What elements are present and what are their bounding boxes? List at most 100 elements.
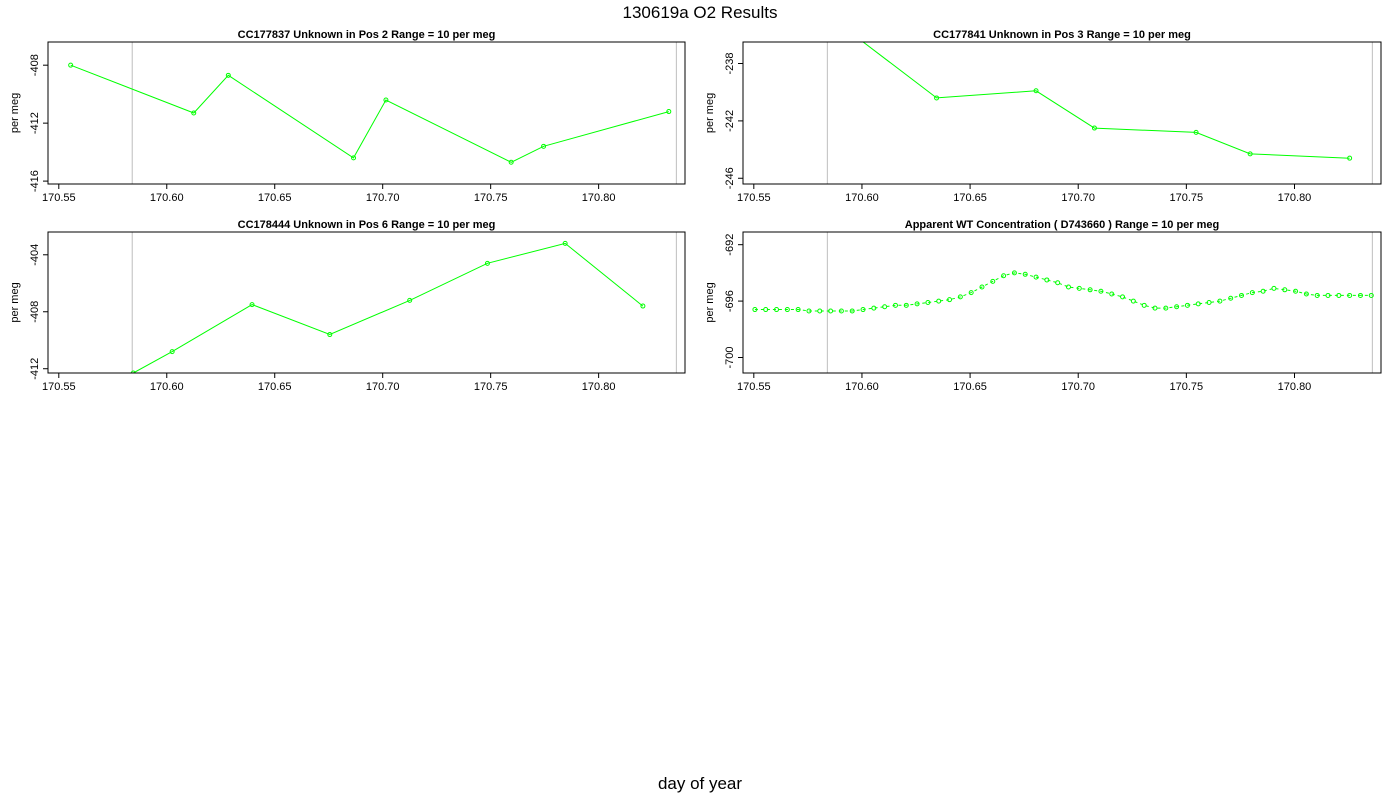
data-point <box>1347 155 1353 161</box>
x-tick-label: 170.70 <box>366 381 400 393</box>
data-point <box>1055 280 1061 286</box>
data-point <box>407 297 413 303</box>
data-point <box>892 302 898 308</box>
data-point <box>1303 291 1309 297</box>
y-tick-label: -696 <box>724 290 736 312</box>
panel-title: CC177841 Unknown in Pos 3 Range = 10 per… <box>933 29 1191 41</box>
plot-frame <box>742 41 1382 185</box>
data-point <box>806 308 812 314</box>
chart-panel-pos3: CC177841 Unknown in Pos 3 Range = 10 per… <box>704 29 1382 204</box>
data-point <box>1293 288 1299 294</box>
data-point <box>1076 285 1082 291</box>
data-point <box>968 290 974 296</box>
y-axis-label: per meg <box>9 93 21 133</box>
data-point <box>860 307 866 313</box>
data-point <box>351 155 357 161</box>
data-point <box>1044 277 1050 283</box>
y-tick-label: -404 <box>29 244 41 266</box>
data-point <box>1033 274 1039 280</box>
data-point <box>1193 129 1199 135</box>
x-tick-label: 170.80 <box>582 381 616 393</box>
y-tick-label: -416 <box>29 170 41 192</box>
panel-title: CC177837 Unknown in Pos 2 Range = 10 per… <box>238 29 496 41</box>
page-title: 130619a O2 Results <box>622 3 778 22</box>
y-axis-label: per meg <box>704 282 716 322</box>
series-line <box>862 42 1350 159</box>
series-group <box>130 240 646 373</box>
data-point <box>1174 304 1180 310</box>
x-tick-label: 170.55 <box>42 381 76 393</box>
x-tick-label: 170.55 <box>737 192 771 204</box>
y-axis-label: per meg <box>9 282 21 322</box>
data-point <box>169 349 175 355</box>
data-point <box>934 95 940 101</box>
data-point <box>1152 305 1158 311</box>
data-point <box>640 303 646 309</box>
data-point <box>763 307 769 313</box>
y-tick-label: -408 <box>29 301 41 323</box>
y-tick-label: -242 <box>724 110 736 132</box>
data-point <box>1314 292 1320 298</box>
data-point <box>1109 291 1115 297</box>
data-point <box>249 302 255 308</box>
data-point <box>68 62 74 68</box>
data-point <box>828 308 834 314</box>
x-tick-label: 170.70 <box>1061 192 1095 204</box>
series-line <box>70 64 669 163</box>
panel-title: CC178444 Unknown in Pos 6 Range = 10 per… <box>238 219 496 231</box>
data-point <box>327 332 333 338</box>
plot-frame <box>47 231 686 374</box>
x-tick-label: 170.65 <box>953 192 987 204</box>
series-line <box>133 242 644 373</box>
y-axis-label: per meg <box>704 93 716 133</box>
data-point <box>817 308 823 314</box>
panel-title: Apparent WT Concentration ( D743660 ) Ra… <box>905 219 1220 231</box>
data-point <box>752 307 758 313</box>
x-tick-label: 170.80 <box>582 192 616 204</box>
data-point <box>849 308 855 314</box>
series-group <box>862 42 1353 161</box>
data-point <box>1163 305 1169 311</box>
series-group <box>68 62 672 165</box>
data-point <box>1033 88 1039 94</box>
data-point <box>508 159 514 165</box>
y-tick-label: -408 <box>29 54 41 76</box>
data-point <box>1206 300 1212 305</box>
data-point <box>882 304 888 310</box>
chart-panel-pos2: CC177837 Unknown in Pos 2 Range = 10 per… <box>9 29 686 204</box>
x-axis-label: day of year <box>657 774 743 793</box>
x-tick-label: 170.75 <box>474 381 508 393</box>
data-point <box>1130 298 1136 304</box>
data-point <box>1239 292 1245 298</box>
data-point <box>1091 125 1097 131</box>
plot-frame <box>742 231 1382 374</box>
data-point <box>541 143 547 149</box>
data-point <box>1347 292 1353 298</box>
data-point <box>1249 290 1255 296</box>
y-tick-label: -246 <box>724 167 736 189</box>
data-point <box>914 301 920 307</box>
x-tick-label: 170.75 <box>1170 192 1204 204</box>
x-tick-label: 170.60 <box>150 381 184 393</box>
x-tick-label: 170.70 <box>366 192 400 204</box>
data-point <box>1325 292 1331 298</box>
data-point <box>1001 273 1007 279</box>
data-point <box>936 298 942 304</box>
x-tick-label: 170.75 <box>474 192 508 204</box>
x-tick-label: 170.80 <box>1278 381 1312 393</box>
series-group <box>752 270 1374 314</box>
x-tick-label: 170.80 <box>1278 192 1312 204</box>
data-point <box>666 109 672 115</box>
data-point <box>484 260 490 266</box>
y-tick-label: -412 <box>29 358 41 380</box>
y-tick-label: -700 <box>724 346 736 368</box>
data-point <box>1368 292 1374 298</box>
data-point <box>957 294 963 300</box>
x-tick-label: 170.65 <box>953 381 987 393</box>
data-point <box>130 370 136 373</box>
data-point <box>1141 302 1147 308</box>
data-point <box>1120 294 1126 300</box>
data-point <box>1195 301 1201 307</box>
data-point <box>925 300 931 305</box>
series-line <box>754 272 1372 312</box>
